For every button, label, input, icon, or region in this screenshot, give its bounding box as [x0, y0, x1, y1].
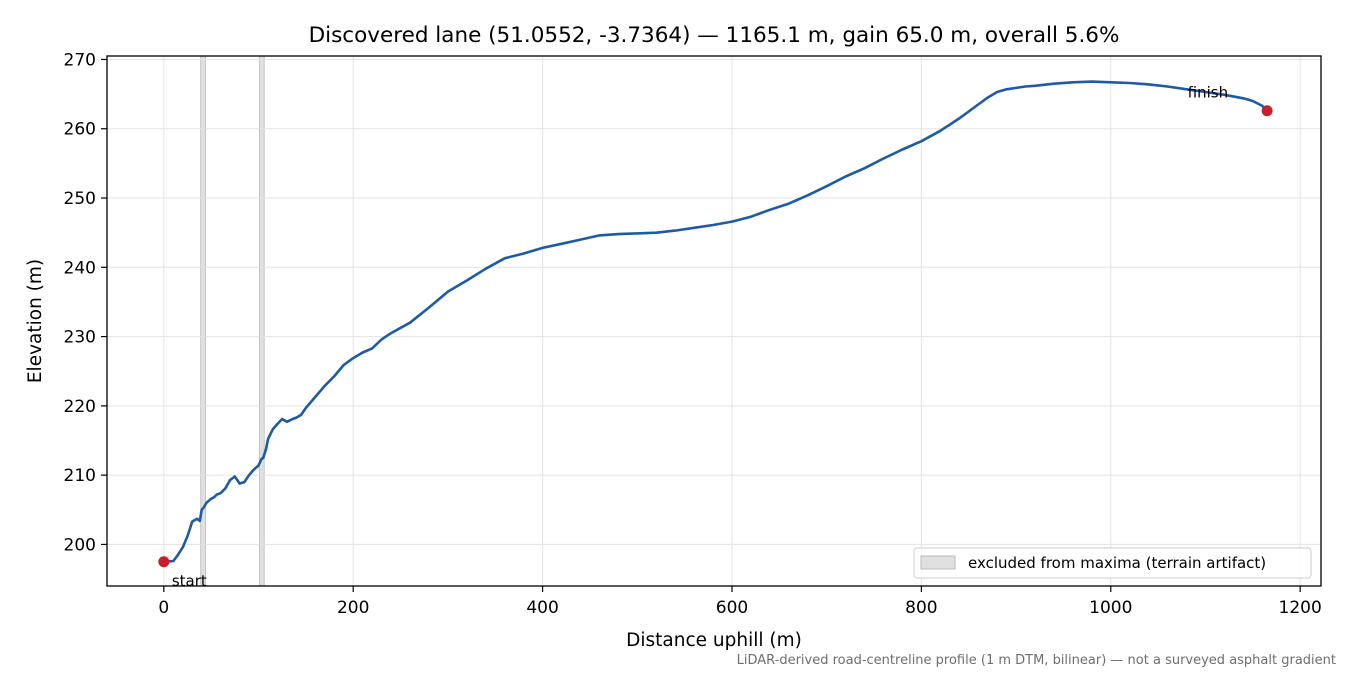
x-tick-label: 200	[337, 598, 369, 618]
legend: excluded from maxima (terrain artifact)	[913, 547, 1312, 579]
y-axis-label: Elevation (m)	[25, 259, 46, 383]
marker-label-start: start	[172, 572, 207, 590]
y-tick-label: 200	[64, 535, 96, 555]
x-tick-label: 800	[905, 598, 937, 618]
grid-lines	[107, 56, 1321, 586]
y-tick-label: 220	[64, 397, 96, 417]
marker-start	[158, 556, 170, 568]
x-tick-label: 0	[158, 598, 169, 618]
x-axis-label: Distance uphill (m)	[626, 630, 802, 651]
footnote: LiDAR-derived road-centreline profile (1…	[737, 653, 1336, 668]
y-tick-label: 250	[64, 189, 96, 209]
axes-frame	[106, 55, 1322, 587]
x-tick-label: 1200	[1279, 598, 1322, 618]
marker-label-finish: finish	[1188, 84, 1228, 102]
marker-finish	[1261, 105, 1273, 117]
endpoint-markers: start finish	[158, 84, 1273, 590]
x-tick-label: 400	[526, 598, 558, 618]
legend-label: excluded from maxima (terrain artifact)	[968, 554, 1266, 572]
legend-swatch	[920, 555, 956, 570]
y-tick-label: 240	[64, 258, 96, 278]
y-axis-ticks: 200 210 220 230 240 250 260 270	[64, 50, 107, 555]
y-tick-label: 210	[64, 466, 96, 486]
y-tick-label: 260	[64, 120, 96, 140]
y-tick-label: 270	[64, 50, 96, 70]
elevation-line	[162, 80, 1269, 564]
x-axis-ticks: 0 200 400 600 800 1000 1200	[158, 586, 1322, 618]
x-tick-label: 600	[716, 598, 748, 618]
y-tick-label: 230	[64, 328, 96, 348]
legend-box	[913, 547, 1312, 579]
chart-title: Discovered lane (51.0552, -3.7364) — 116…	[309, 23, 1120, 48]
excluded-band	[258, 55, 265, 587]
x-tick-label: 1000	[1089, 598, 1132, 618]
plot-area: start finish	[106, 55, 1322, 590]
